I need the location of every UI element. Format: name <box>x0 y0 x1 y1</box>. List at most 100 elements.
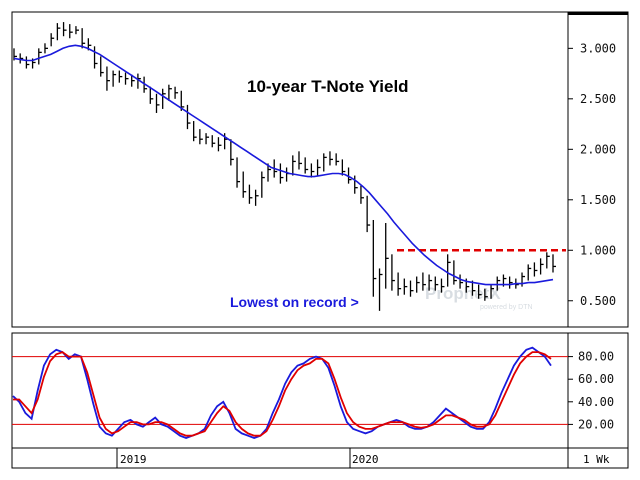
price-bar <box>267 163 272 182</box>
oscillator-lines <box>12 346 552 439</box>
price-bar <box>205 133 210 145</box>
watermark-subtext: powered by DTN <box>480 304 533 311</box>
price-bar <box>211 135 216 148</box>
price-y-tick-label: 1.500 <box>580 193 616 207</box>
price-bar <box>254 189 259 206</box>
oscillator-y-tick-label: 20.00 <box>578 417 614 431</box>
price-bar <box>329 151 333 166</box>
price-bar <box>155 93 160 113</box>
price-bar <box>162 88 166 109</box>
x-label-2020: 2020 <box>352 453 379 466</box>
price-bar <box>186 104 191 130</box>
price-bar <box>56 23 61 41</box>
price-bar <box>236 157 241 188</box>
price-bar <box>546 252 550 269</box>
price-bar <box>459 274 464 289</box>
price-bar <box>422 272 426 291</box>
price-bar <box>143 76 148 93</box>
price-bar <box>316 159 321 176</box>
price-bar <box>168 84 172 101</box>
price-bar <box>38 48 42 65</box>
oscillator-panel <box>11 332 569 449</box>
price-bar <box>93 46 98 69</box>
price-bar <box>81 28 86 49</box>
price-axis-cap <box>568 12 628 15</box>
price-y-tick-label: 1.000 <box>580 243 616 257</box>
price-bar <box>75 26 79 35</box>
price-bar <box>112 70 117 87</box>
price-bar <box>478 284 482 299</box>
watermark-text: ProphetX <box>425 284 501 303</box>
price-panel <box>11 11 569 328</box>
price-bars <box>13 22 556 311</box>
price-bar <box>217 137 222 152</box>
price-bar <box>391 254 395 291</box>
price-bar <box>434 276 439 291</box>
price-bar <box>62 22 67 37</box>
oscillator-y-tick-label: 80.00 <box>578 350 614 364</box>
price-bar <box>378 268 383 311</box>
price-bar <box>304 157 309 174</box>
price-axis-strip <box>567 11 629 328</box>
price-bar <box>447 254 451 287</box>
price-y-tick-label: 2.000 <box>580 142 616 156</box>
oscillator-y-tick-label: 60.00 <box>578 372 614 386</box>
price-bar <box>124 72 129 85</box>
price-bar <box>360 185 364 204</box>
price-bar <box>199 129 203 145</box>
price-bar <box>298 151 302 170</box>
price-bar <box>131 74 135 87</box>
price-bar <box>552 254 556 273</box>
price-bar <box>440 278 445 293</box>
oscillator-levels <box>12 356 568 425</box>
price-bar <box>44 43 48 54</box>
price-bar <box>248 184 253 204</box>
price-bar <box>19 53 24 64</box>
price-y-tick-label: 3.000 <box>580 41 616 55</box>
price-y-tick-label: 0.500 <box>580 294 616 308</box>
price-bar <box>527 264 532 281</box>
price-bar <box>403 278 408 295</box>
price-y-axis: 3.000 2.500 2.000 1.500 1.000 0.500 <box>568 41 616 308</box>
price-bar <box>292 155 296 176</box>
price-bar <box>341 159 346 176</box>
time-axis <box>11 447 629 469</box>
price-bar <box>335 153 340 166</box>
oscillator-fast-line <box>12 346 552 439</box>
watermark: ProphetX powered by DTN <box>425 284 533 311</box>
price-bar <box>366 195 371 233</box>
moving-average-line <box>13 44 554 286</box>
price-bar <box>118 70 123 83</box>
price-bar <box>261 171 265 198</box>
price-bar <box>372 219 377 297</box>
oscillator-y-axis: 80.00 60.00 40.00 20.00 <box>568 350 614 431</box>
price-bar <box>397 272 402 296</box>
price-bar <box>508 276 513 289</box>
price-bar <box>100 56 104 77</box>
price-bar <box>533 262 538 277</box>
price-bar <box>149 86 154 104</box>
price-bar <box>106 66 110 91</box>
price-bar <box>385 223 389 289</box>
price-bar <box>453 260 457 285</box>
price-bar <box>137 73 141 89</box>
price-bar <box>484 288 488 301</box>
price-bar <box>490 284 495 299</box>
price-bar <box>50 33 55 47</box>
price-bar <box>69 24 73 39</box>
price-bar <box>242 171 247 198</box>
price-bar <box>310 163 315 178</box>
price-bar <box>496 276 501 291</box>
oscillator-slow-line <box>13 351 552 437</box>
record-low-annotation: Lowest on record > <box>230 294 359 310</box>
price-y-tick-label: 2.500 <box>580 92 616 106</box>
chart-title: 10-year T-Note Yield <box>247 77 409 96</box>
price-bar <box>323 153 327 172</box>
price-bar <box>25 56 30 69</box>
price-bar <box>539 258 544 275</box>
price-bar <box>193 121 197 142</box>
oscillator-y-tick-label: 40.00 <box>578 395 614 409</box>
price-bar <box>428 274 433 291</box>
price-bar <box>279 163 284 184</box>
